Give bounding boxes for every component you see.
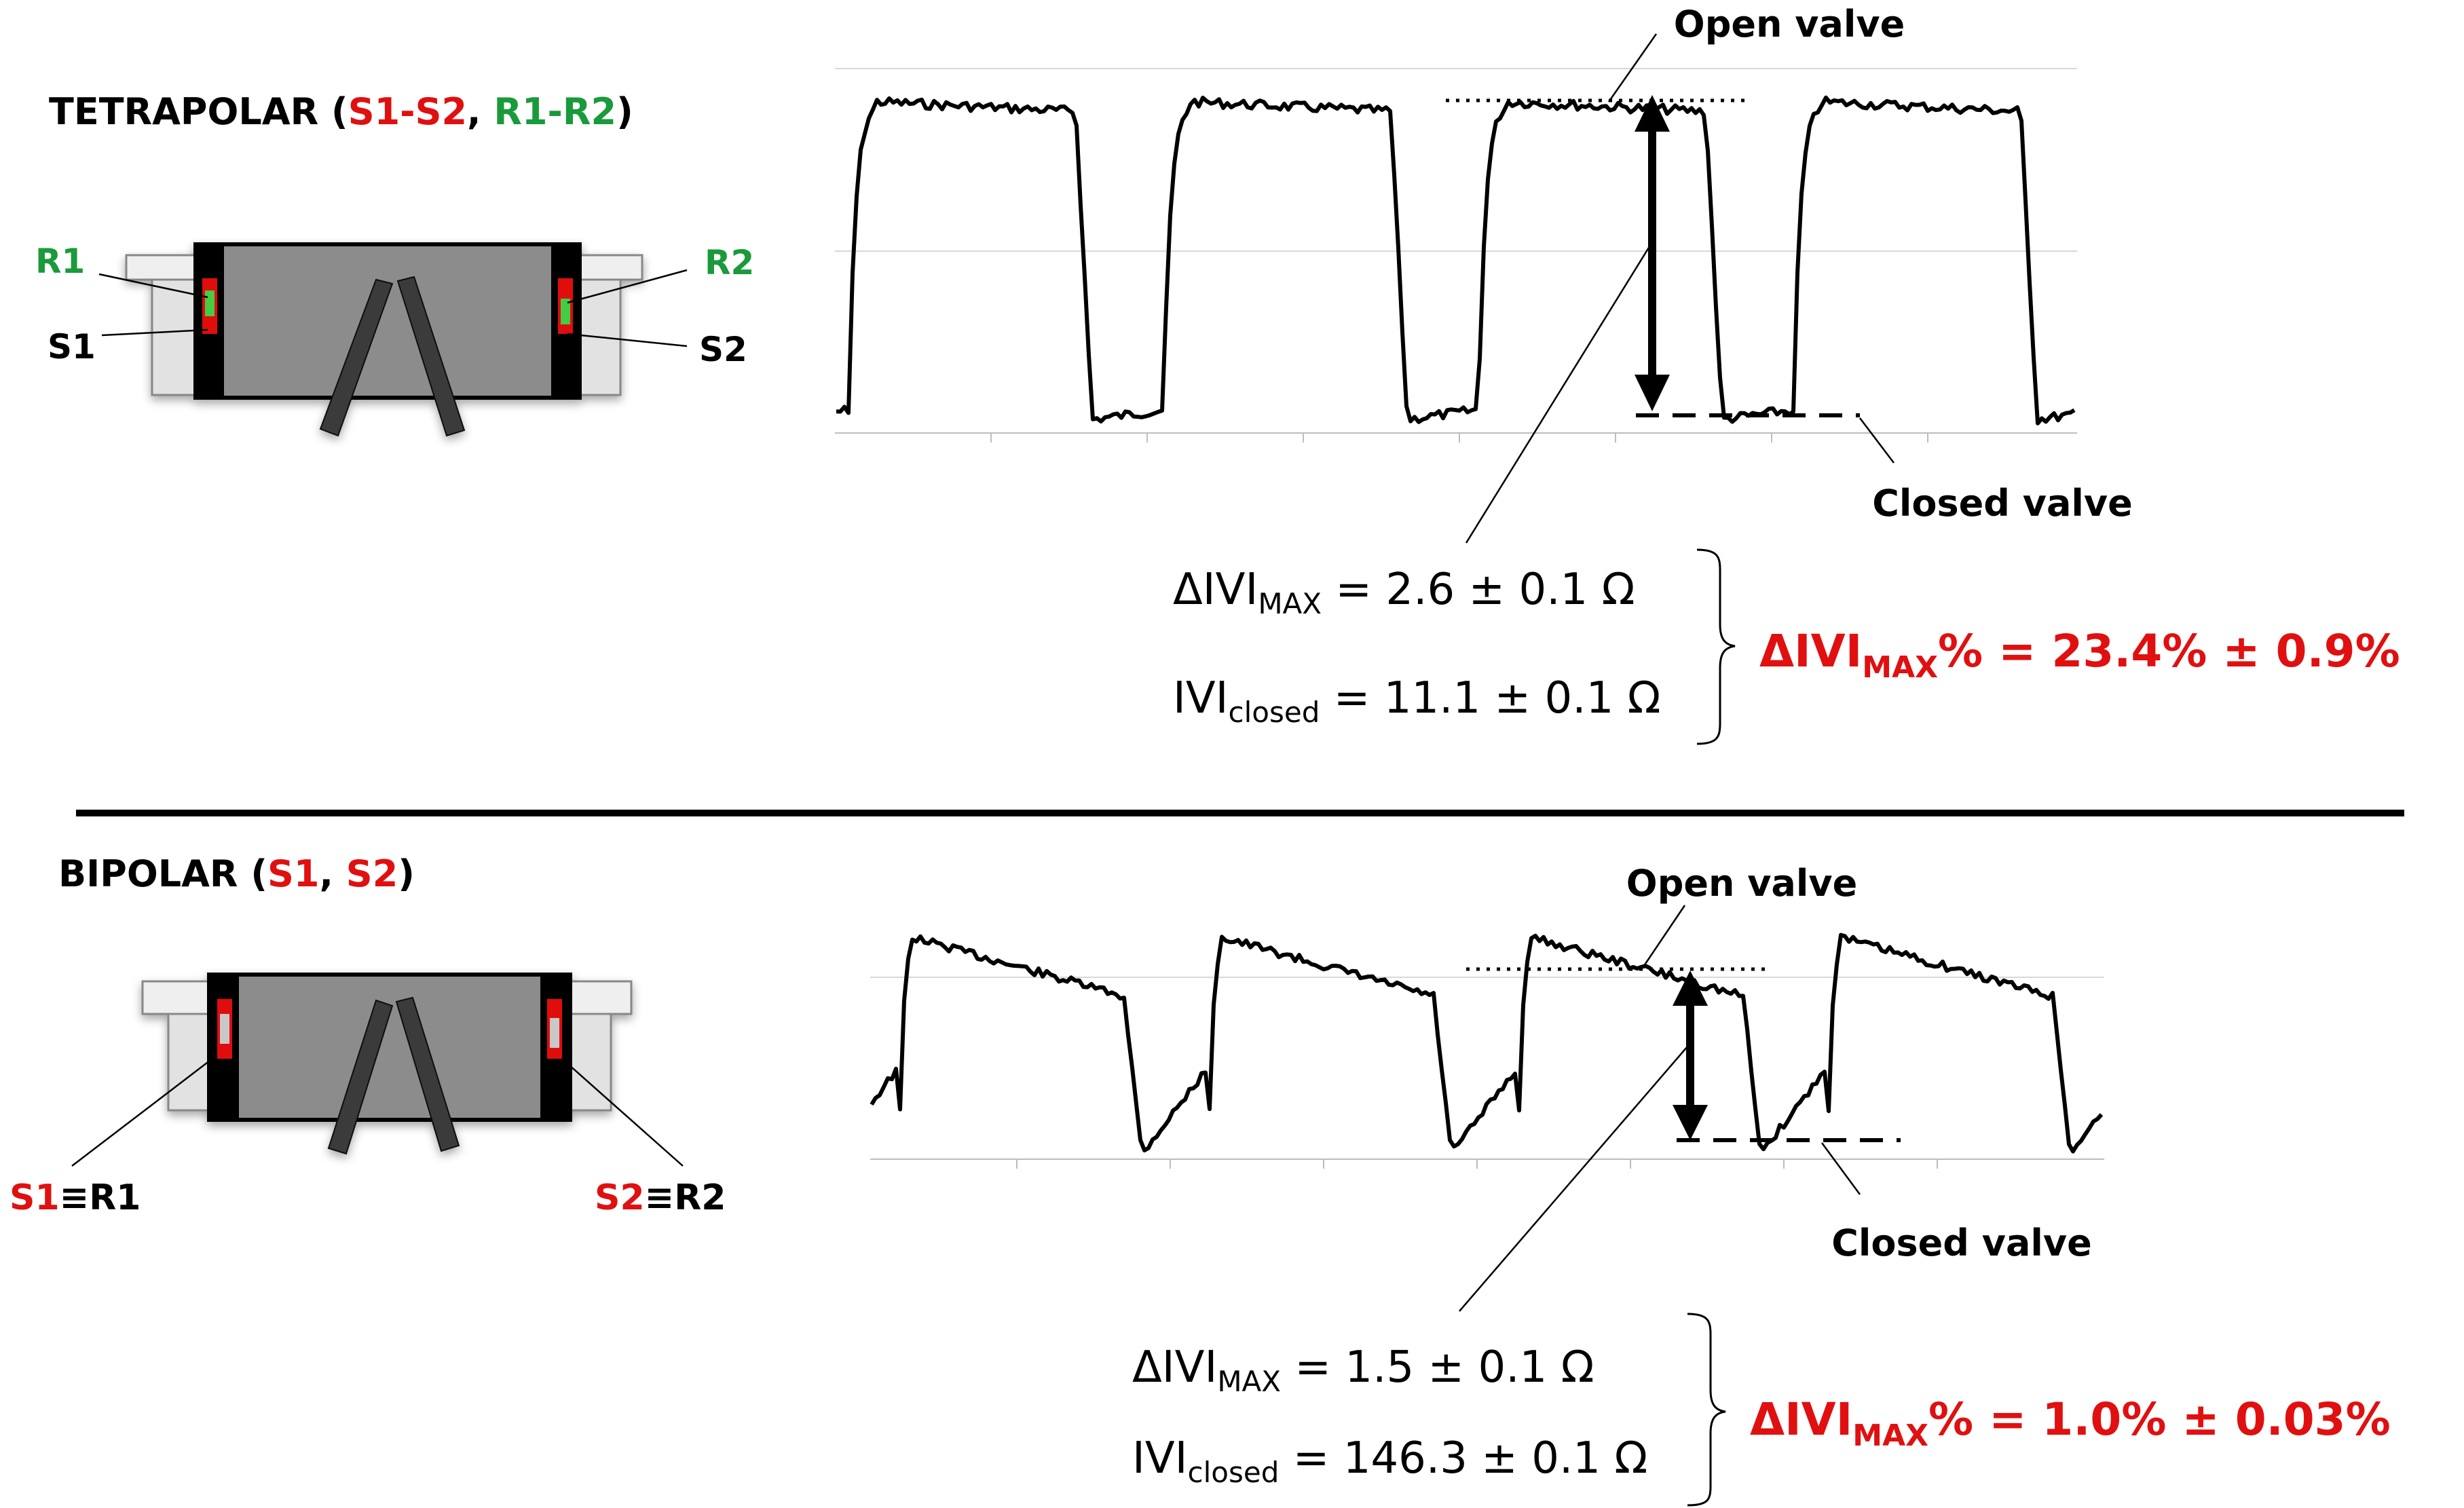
tetrapolar-chart: Open valve Closed valve — [835, 3, 2133, 544]
bipolar-delta-formula: ΔIVIMAX = 1.5 ± 0.1 Ω — [1132, 1342, 1594, 1398]
tetrapolar-formulas: ΔIVIMAX = 2.6 ± 0.1 Ω IVIclosed = 11.1 ±… — [1173, 548, 2400, 745]
bipolar-heading: BIPOLAR (S1, S2) — [58, 852, 415, 895]
tetrapolar-open-label: Open valve — [1674, 3, 1905, 45]
bipolar-panel: BIPOLAR (S1, S2) S1≡R1 S2≡R2 — [10, 852, 2391, 1507]
bipolar-brace — [1687, 1313, 1726, 1507]
bipolar-ticks — [1016, 1159, 1938, 1169]
bipolar-closed-label: Closed valve — [1831, 1222, 2091, 1264]
bipolar-leader-lines — [1459, 905, 1861, 1312]
bipolar-device — [141, 973, 633, 1155]
label-s2: S2 — [699, 330, 747, 369]
tetrapolar-ticks — [990, 433, 1928, 442]
tetrapolar-panel: TETRAPOLAR (S1-S2, R1-R2) R1 S1 R2 S2 — [35, 3, 2400, 745]
bipolar-result: ΔIVIMAX% = 1.0% ± 0.03% — [1750, 1393, 2391, 1453]
bipolar-formulas: ΔIVIMAX = 1.5 ± 0.1 Ω IVIclosed = 146.3 … — [1132, 1313, 2391, 1507]
label-s1: S1 — [48, 327, 96, 366]
tetrapolar-device — [125, 242, 643, 437]
tetrapolar-result: ΔIVIMAX% = 23.4% ± 0.9% — [1759, 625, 2400, 685]
bipolar-callouts — [71, 1055, 684, 1167]
tetrapolar-brace — [1696, 548, 1736, 745]
label-s2-r2: S2≡R2 — [595, 1177, 726, 1218]
bipolar-closed-formula: IVIclosed = 146.3 ± 0.1 Ω — [1132, 1433, 1647, 1489]
tetrapolar-delta-formula: ΔIVIMAX = 2.6 ± 0.1 Ω — [1173, 565, 1635, 620]
tetrapolar-heading: TETRAPOLAR (S1-S2, R1-R2) — [49, 90, 633, 133]
tetrapolar-closed-label: Closed valve — [1872, 482, 2132, 525]
bipolar-waveform — [870, 932, 2104, 1154]
tetrapolar-closed-formula: IVIclosed = 11.1 ± 0.1 Ω — [1173, 673, 1661, 729]
label-s1-r1: S1≡R1 — [10, 1177, 141, 1218]
tetrapolar-gridlines — [835, 68, 2077, 252]
tetrapolar-waveform — [836, 95, 2076, 426]
bipolar-chart: Open valve Closed valve — [870, 862, 2104, 1312]
tetrapolar-delta-arrow — [1635, 95, 1670, 411]
bipolar-open-label: Open valve — [1626, 862, 1857, 905]
label-r1: R1 — [35, 242, 85, 281]
tetrapolar-leader-lines — [1465, 33, 1894, 544]
bipolar-delta-arrow — [1673, 970, 1708, 1140]
tetrapolar-callouts — [98, 269, 688, 347]
label-r2: R2 — [705, 243, 754, 282]
